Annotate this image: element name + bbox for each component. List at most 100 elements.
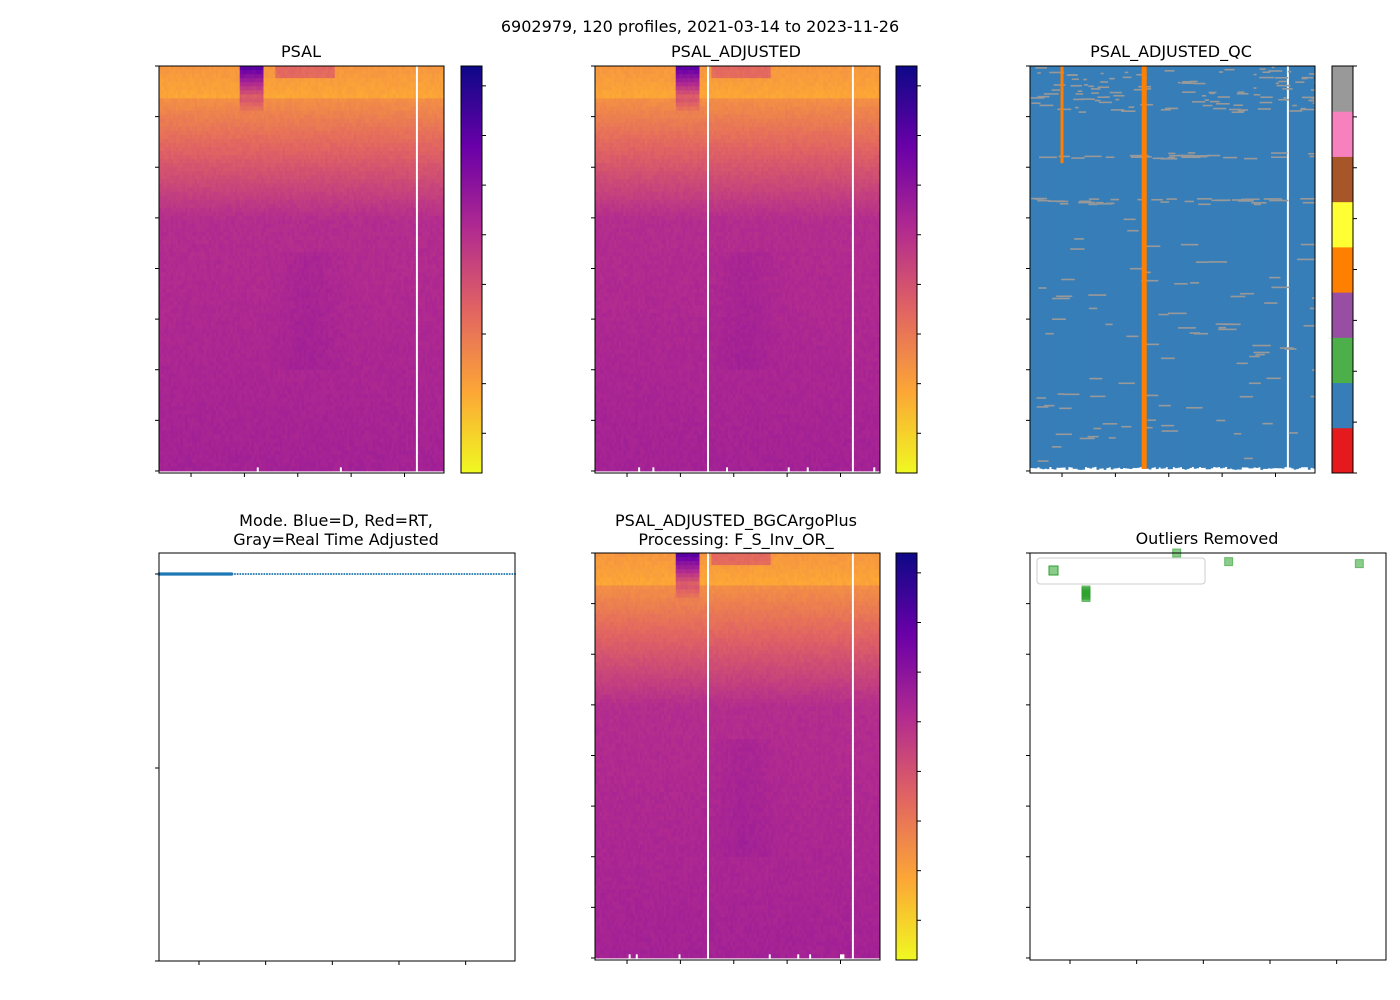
heatmap-cell: [171, 382, 174, 386]
heatmap-cell: [171, 386, 174, 390]
heatmap-cell: [166, 430, 169, 434]
heatmap-cell: [164, 277, 167, 281]
heatmap-cell: [169, 115, 172, 119]
heatmap-cell: [166, 107, 169, 111]
heatmap-cell: [169, 289, 172, 293]
heatmap-cell: [176, 167, 179, 171]
heatmap-cell: [161, 163, 164, 167]
heatmap-cell: [169, 111, 172, 115]
heatmap-cell: [171, 414, 174, 418]
heatmap-cell: [166, 220, 169, 224]
heatmap-cell: [176, 252, 179, 256]
heatmap-cell: [169, 354, 172, 358]
heatmap-cell: [176, 398, 179, 402]
heatmap-cell: [166, 455, 169, 459]
heatmap-cell: [169, 208, 172, 212]
heatmap-cell: [171, 305, 174, 309]
heatmap-cell: [176, 309, 179, 313]
heatmap-cell: [171, 277, 174, 281]
heatmap-cell: [166, 370, 169, 374]
heatmap-cell: [164, 402, 167, 406]
heatmap-cell: [161, 459, 164, 463]
heatmap-cell: [173, 98, 176, 102]
heatmap-cell: [173, 244, 176, 248]
heatmap-cell: [161, 277, 164, 281]
heatmap-cell: [169, 240, 172, 244]
heatmap-cell: [171, 200, 174, 204]
heatmap-cell: [178, 111, 181, 115]
heatmap-profile: [166, 66, 169, 471]
heatmap-cell: [171, 422, 174, 426]
heatmap-cell: [166, 390, 169, 394]
heatmap-cell: [169, 337, 172, 341]
heatmap-cell: [176, 378, 179, 382]
heatmap-cell: [178, 115, 181, 119]
heatmap-cell: [176, 248, 179, 252]
heatmap-cell: [176, 277, 179, 281]
heatmap-cell: [169, 171, 172, 175]
heatmap-cell: [164, 131, 167, 135]
heatmap-cell: [161, 179, 164, 183]
heatmap-cell: [171, 313, 174, 317]
heatmap-cell: [171, 208, 174, 212]
heatmap-cell: [164, 143, 167, 147]
heatmap-cell: [176, 107, 179, 111]
heatmap-cell: [173, 196, 176, 200]
heatmap-cell: [166, 285, 169, 289]
heatmap-cell: [166, 443, 169, 447]
heatmap-cell: [166, 192, 169, 196]
heatmap-cell: [166, 151, 169, 155]
heatmap-cell: [171, 70, 174, 74]
heatmap-cell: [161, 192, 164, 196]
heatmap-cell: [161, 248, 164, 252]
heatmap-cell: [164, 256, 167, 260]
heatmap-cell: [169, 119, 172, 123]
heatmap-cell: [169, 301, 172, 305]
heatmap-cell: [173, 102, 176, 106]
heatmap-cell: [161, 135, 164, 139]
heatmap-cell: [166, 422, 169, 426]
heatmap-cell: [176, 151, 179, 155]
heatmap-cell: [171, 147, 174, 151]
heatmap-cell: [169, 167, 172, 171]
heatmap-cell: [164, 204, 167, 208]
heatmap-cell: [169, 281, 172, 285]
heatmap-cell: [173, 321, 176, 325]
heatmap-cell: [173, 204, 176, 208]
heatmap-cell: [161, 386, 164, 390]
heatmap-cell: [164, 200, 167, 204]
heatmap-cell: [166, 147, 169, 151]
heatmap-cell: [171, 447, 174, 451]
heatmap-cell: [173, 216, 176, 220]
heatmap-cell: [171, 467, 174, 471]
heatmap-cell: [164, 94, 167, 98]
heatmap-cell: [176, 414, 179, 418]
heatmap-cell: [173, 163, 176, 167]
heatmap-cell: [164, 147, 167, 151]
heatmap-cell: [164, 220, 167, 224]
heatmap-cell: [176, 289, 179, 293]
heatmap-cell: [166, 435, 169, 439]
heatmap-cell: [164, 410, 167, 414]
heatmap-cell: [166, 127, 169, 131]
heatmap-cell: [166, 325, 169, 329]
heatmap-cell: [164, 313, 167, 317]
heatmap-cell: [171, 297, 174, 301]
heatmap-cell: [161, 382, 164, 386]
heatmap-cell: [164, 301, 167, 305]
heatmap-cell: [169, 248, 172, 252]
heatmap-cell: [169, 414, 172, 418]
heatmap-cell: [166, 94, 169, 98]
heatmap-cell: [166, 171, 169, 175]
heatmap-cell: [161, 414, 164, 418]
heatmap-cell: [164, 289, 167, 293]
heatmap-cell: [171, 366, 174, 370]
heatmap-cell: [171, 82, 174, 86]
heatmap-cell: [161, 455, 164, 459]
heatmap-cell: [173, 82, 176, 86]
heatmap-cell: [176, 305, 179, 309]
heatmap-cell: [176, 382, 179, 386]
heatmap-cell: [166, 394, 169, 398]
heatmap-cell: [169, 333, 172, 337]
heatmap-cell: [164, 240, 167, 244]
